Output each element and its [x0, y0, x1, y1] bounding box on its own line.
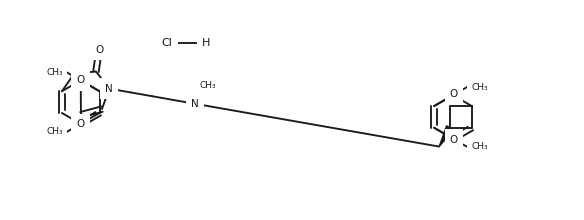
Text: H: H — [202, 38, 210, 48]
Text: CH₃: CH₃ — [472, 82, 489, 92]
Text: O: O — [77, 119, 85, 129]
Text: CH₃: CH₃ — [46, 68, 62, 77]
Text: O: O — [77, 75, 85, 85]
Text: O: O — [450, 135, 458, 145]
Polygon shape — [439, 126, 453, 147]
Text: CH₃: CH₃ — [200, 81, 216, 90]
Text: N: N — [191, 99, 199, 109]
Text: O: O — [96, 45, 104, 55]
Text: O: O — [450, 89, 458, 99]
Text: CH₃: CH₃ — [472, 142, 489, 151]
Text: CH₃: CH₃ — [46, 127, 62, 136]
Text: N: N — [106, 84, 113, 94]
Text: Cl: Cl — [162, 38, 172, 48]
